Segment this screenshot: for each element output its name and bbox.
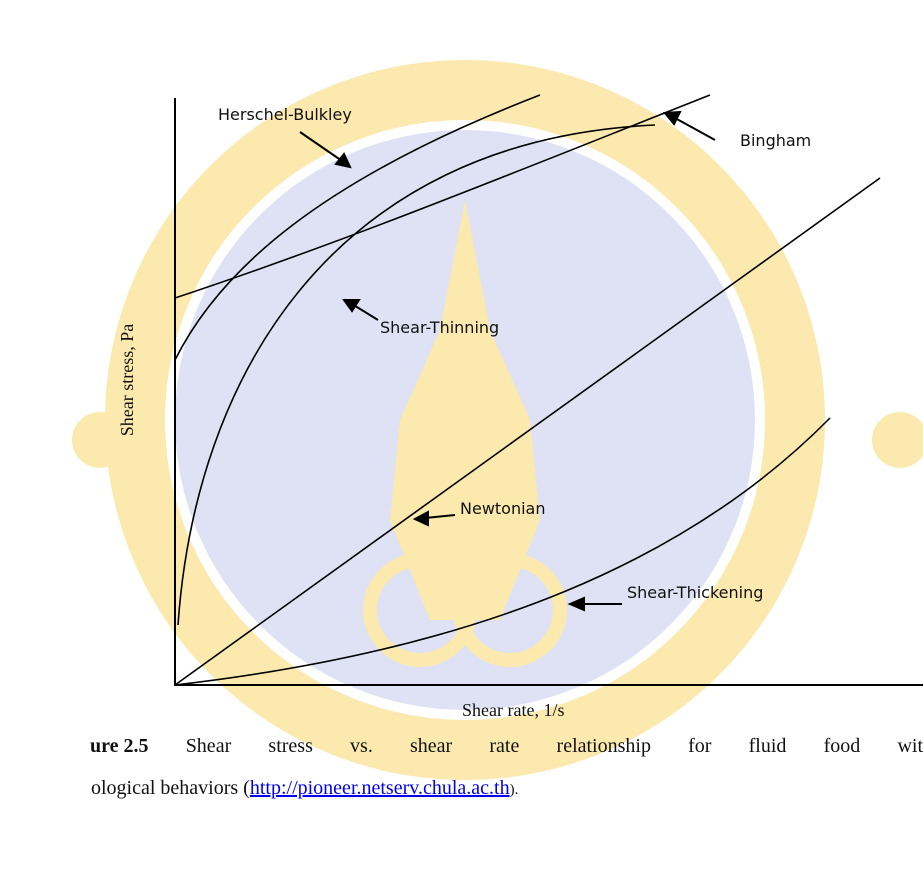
caption-line: ure 2.5 Shear stress vs. shear rate rela… [90,735,923,758]
caption-text: ). [509,782,519,798]
caption-word: food [823,735,861,757]
caption-word: shear [410,735,453,757]
herschel-bulkley-curve [174,94,541,361]
caption-word: relationship [556,735,651,757]
curve-label: Bingham [740,131,811,150]
curves [174,94,881,686]
axes [174,98,923,686]
curve-label: Herschel-Bulkley [218,105,352,124]
caption-line: ological behaviors (http://pioneer.netse… [91,777,518,800]
figure-number: ure 2.5 [90,735,149,757]
x-axis-label: Shear rate, 1/s [462,700,564,720]
y-axis-label: Shear stress, Pa [117,324,137,436]
caption-word: vs. [350,735,373,757]
caption-word: fluid [748,735,787,757]
curve-label: Shear-Thickening [627,583,763,602]
curve-label: Shear-Thinning [380,318,499,337]
caption-word: rate [489,735,520,757]
arrows [299,110,716,612]
newtonian-curve [174,177,881,686]
caption-word: wit [897,735,923,757]
watermark [72,60,923,780]
shear-thickening-curve [174,417,831,686]
caption-word: for [688,735,712,757]
caption-link[interactable]: http://pioneer.netserv.chula.ac.th [249,777,510,799]
shear-thinning-curve [177,124,656,626]
caption-text: ological behaviors ( [91,777,250,799]
caption-word: stress [268,735,313,757]
curve-label: Newtonian [460,499,546,518]
caption-word: Shear [185,735,232,757]
